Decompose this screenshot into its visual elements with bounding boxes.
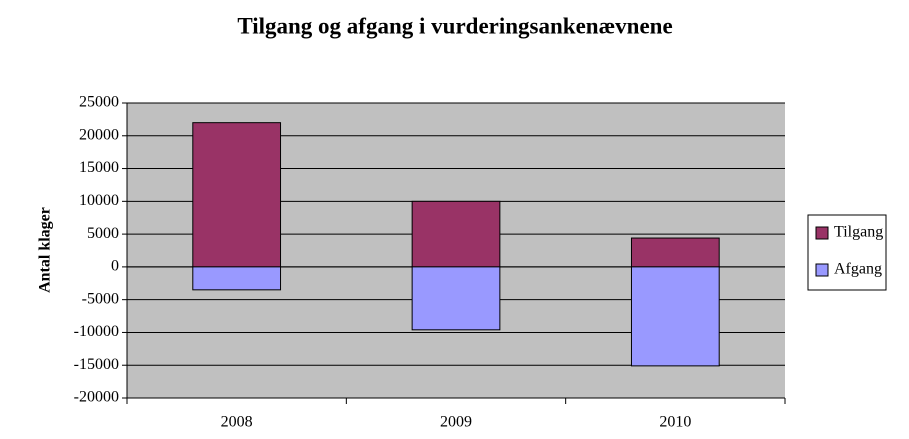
y-tick-label: -5000 [82, 290, 119, 307]
bar [630, 237, 720, 268]
y-tick-label: 5000 [87, 225, 119, 242]
x-tick-label: 2009 [440, 414, 472, 431]
legend-swatch [815, 263, 829, 277]
y-tick-label: 15000 [79, 159, 119, 176]
chart-title: Tilgang og afgang i vurderingsankenævnen… [237, 13, 672, 38]
bar [411, 266, 501, 331]
bar [411, 200, 501, 268]
legend-label: Afgang [834, 261, 882, 278]
legend-label: Tilgang [834, 224, 883, 241]
y-tick-label: -10000 [74, 323, 119, 340]
bar [630, 266, 720, 367]
x-tick-label: 2008 [221, 414, 253, 431]
x-tick-label: 2010 [659, 414, 691, 431]
bar [192, 122, 282, 268]
bar [192, 266, 282, 291]
y-tick-label: 20000 [79, 126, 119, 143]
y-tick-label: 25000 [79, 94, 119, 111]
y-tick-label: 0 [111, 258, 119, 275]
legend-swatch [815, 226, 829, 240]
y-tick-label: 10000 [79, 192, 119, 209]
y-tick-label: -20000 [74, 389, 119, 406]
y-tick-label: -15000 [74, 356, 119, 373]
y-axis-label: Antal klager [37, 207, 54, 293]
